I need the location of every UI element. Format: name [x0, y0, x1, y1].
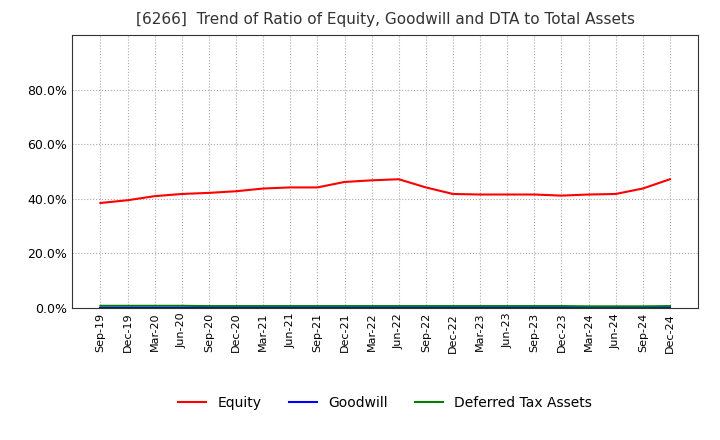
Equity [341, 180, 349, 185]
Equity [530, 192, 539, 197]
Equity [367, 178, 376, 183]
Equity [259, 186, 268, 191]
Equity [395, 176, 403, 182]
Deferred Tax Assets [611, 304, 620, 309]
Deferred Tax Assets [665, 304, 674, 309]
Equity [150, 194, 159, 199]
Deferred Tax Assets [178, 303, 186, 308]
Goodwill [150, 305, 159, 311]
Equity [96, 200, 105, 205]
Deferred Tax Assets [395, 304, 403, 309]
Goodwill [449, 305, 457, 311]
Goodwill [530, 305, 539, 311]
Goodwill [503, 305, 511, 311]
Deferred Tax Assets [367, 304, 376, 309]
Goodwill [286, 305, 294, 311]
Legend: Equity, Goodwill, Deferred Tax Assets: Equity, Goodwill, Deferred Tax Assets [173, 391, 598, 416]
Deferred Tax Assets [476, 304, 485, 309]
Goodwill [557, 305, 566, 311]
Equity [611, 191, 620, 197]
Goodwill [123, 305, 132, 311]
Deferred Tax Assets [557, 304, 566, 309]
Goodwill [96, 305, 105, 311]
Goodwill [367, 305, 376, 311]
Goodwill [584, 305, 593, 311]
Equity [476, 192, 485, 197]
Line: Equity: Equity [101, 179, 670, 203]
Deferred Tax Assets [449, 304, 457, 309]
Equity [449, 191, 457, 197]
Deferred Tax Assets [421, 304, 430, 309]
Goodwill [178, 305, 186, 311]
Deferred Tax Assets [639, 304, 647, 309]
Deferred Tax Assets [204, 304, 213, 309]
Deferred Tax Assets [584, 304, 593, 309]
Equity [639, 186, 647, 191]
Deferred Tax Assets [503, 304, 511, 309]
Deferred Tax Assets [150, 303, 159, 308]
Equity [313, 185, 322, 190]
Equity [584, 192, 593, 197]
Goodwill [421, 305, 430, 311]
Goodwill [639, 305, 647, 311]
Goodwill [476, 305, 485, 311]
Equity [204, 190, 213, 195]
Goodwill [341, 305, 349, 311]
Equity [557, 193, 566, 198]
Deferred Tax Assets [123, 303, 132, 308]
Equity [232, 189, 240, 194]
Deferred Tax Assets [286, 304, 294, 309]
Equity [286, 185, 294, 190]
Title: [6266]  Trend of Ratio of Equity, Goodwill and DTA to Total Assets: [6266] Trend of Ratio of Equity, Goodwil… [135, 12, 635, 27]
Goodwill [313, 305, 322, 311]
Goodwill [204, 305, 213, 311]
Goodwill [259, 305, 268, 311]
Deferred Tax Assets [530, 304, 539, 309]
Goodwill [665, 305, 674, 311]
Equity [123, 198, 132, 203]
Deferred Tax Assets [259, 304, 268, 309]
Goodwill [395, 305, 403, 311]
Equity [665, 176, 674, 182]
Deferred Tax Assets [341, 304, 349, 309]
Deferred Tax Assets [96, 303, 105, 308]
Deferred Tax Assets [232, 304, 240, 309]
Goodwill [611, 305, 620, 311]
Goodwill [232, 305, 240, 311]
Equity [503, 192, 511, 197]
Deferred Tax Assets [313, 304, 322, 309]
Equity [178, 191, 186, 197]
Equity [421, 185, 430, 190]
